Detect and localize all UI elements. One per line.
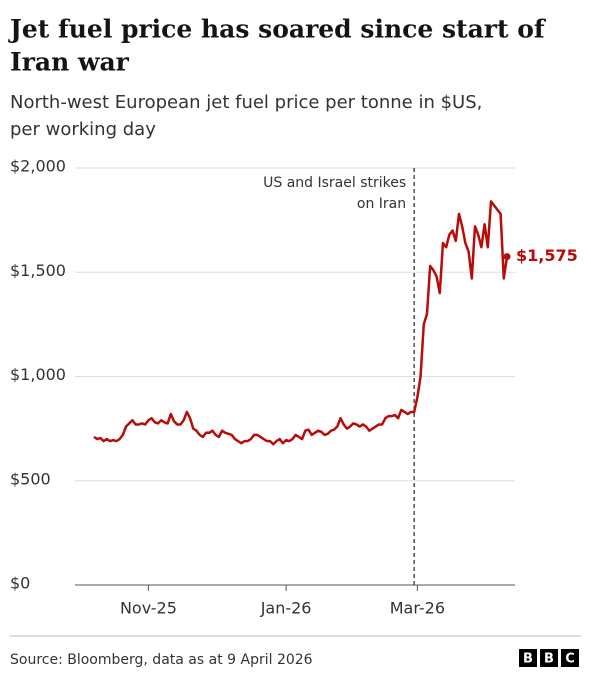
chart-subtitle: North-west European jet fuel price per t… [10, 92, 482, 113]
logo-block [519, 649, 537, 667]
logo-block [561, 649, 579, 667]
end-point [503, 253, 511, 261]
line-series [93, 200, 509, 446]
chart-subtitle: per working day [10, 119, 156, 140]
logo-letter: B [544, 652, 554, 667]
y-tick-label: $500 [10, 469, 51, 488]
logo-letter: B [523, 652, 533, 667]
y-tick-label: $2,000 [10, 157, 66, 176]
end-label: $1,575 [516, 246, 578, 265]
logo-block [540, 649, 558, 667]
y-tick-label: $1,000 [10, 365, 66, 384]
x-tick-label: Jan-26 [260, 599, 312, 618]
chart-title: Iran war [10, 48, 130, 77]
x-tick-label: Nov-25 [120, 599, 177, 618]
source: Source: Bloomberg, data as at 9 April 20… [10, 652, 313, 668]
y-tick-label: $0 [10, 574, 30, 593]
annotation-text: US and Israel strikes [263, 175, 406, 191]
x-tick-label: Mar-26 [390, 599, 445, 618]
logo-letter: C [565, 652, 575, 667]
annotation-text: on Iran [357, 196, 406, 212]
chart-title: Jet fuel price has soared since start of [8, 15, 547, 44]
y-tick-label: $1,500 [10, 261, 66, 280]
